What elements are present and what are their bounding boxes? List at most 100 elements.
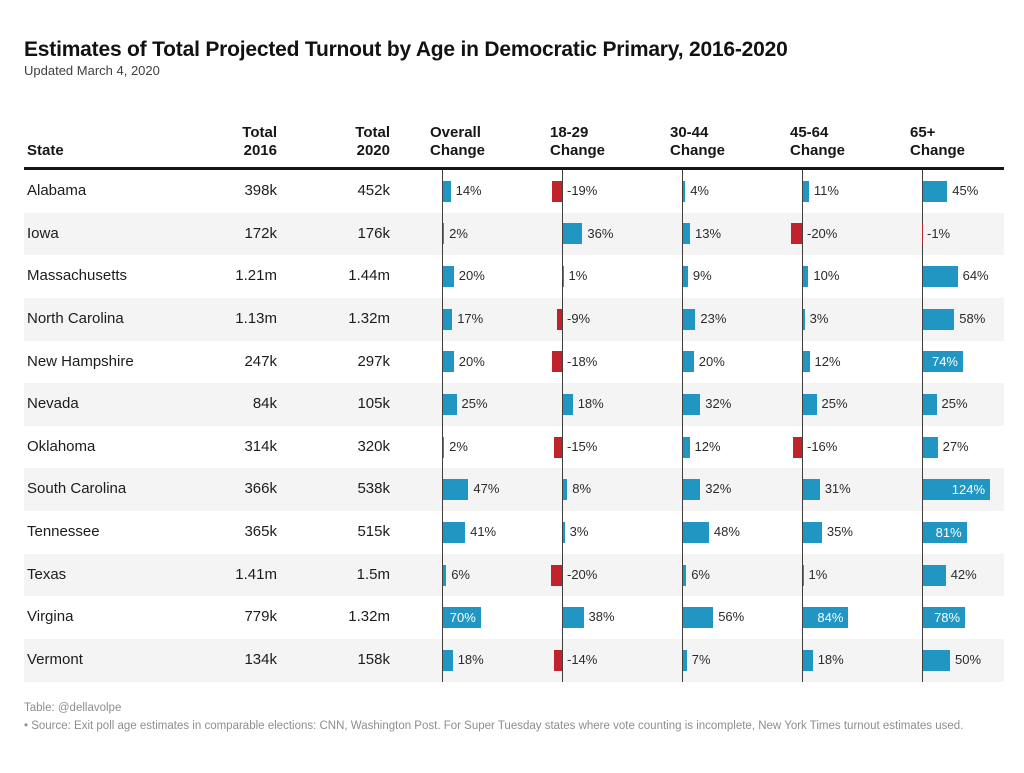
change-bar: [563, 394, 573, 415]
age-30-44-change-cell: 32%: [670, 383, 790, 426]
change-value-label: 25%: [461, 396, 488, 412]
change-bar: [803, 180, 809, 202]
change-bar: [443, 436, 445, 458]
column-header-line: 45-64: [790, 124, 829, 141]
page-title: Estimates of Total Projected Turnout by …: [24, 38, 788, 62]
state-cell: Massachusetts: [27, 267, 128, 285]
change-value-label: 3%: [809, 310, 829, 326]
change-bar: [443, 479, 469, 501]
zero-axis-line: [682, 212, 683, 256]
change-value-label: 2%: [449, 438, 468, 454]
age-65-plus-change-cell: 81%: [910, 511, 1004, 554]
change-bar: [683, 521, 709, 543]
zero-axis-line: [922, 596, 923, 640]
age-45-64-change-cell: -20%: [790, 212, 910, 256]
change-bar: [803, 521, 822, 543]
change-bar: 78%: [923, 607, 966, 629]
change-value-label: 25%: [821, 396, 848, 412]
total-2016-cell: 366k: [244, 480, 277, 498]
zero-axis-line: [682, 553, 683, 597]
total-2020-cell: 105k: [357, 395, 390, 413]
zero-axis-line: [682, 639, 683, 682]
age-18-29-change-cell: -14%: [550, 639, 670, 682]
change-value-label: 3%: [569, 524, 589, 540]
age-65-plus-change-cell: 58%: [910, 297, 1004, 341]
zero-axis-line: [442, 297, 443, 341]
total-2020-cell: 515k: [357, 523, 390, 541]
column-header-age_45_64: 45-64 Change: [790, 112, 910, 167]
age-45-64-change-cell: 84%: [790, 596, 910, 640]
column-header-line: Change: [790, 142, 846, 159]
zero-axis-line: [802, 425, 803, 469]
column-header-line: 2020: [356, 142, 390, 159]
age-18-29-change-cell: 3%: [550, 511, 670, 554]
zero-axis-line: [442, 511, 443, 554]
total-2016-cell: 84k: [252, 395, 277, 413]
change-bar: [443, 351, 454, 373]
change-value-label: 47%: [473, 481, 500, 497]
change-value-label: 4%: [690, 183, 709, 198]
change-value-label: 20%: [458, 268, 485, 284]
change-bar: [683, 223, 690, 245]
total-2016-cell: 134k: [244, 651, 277, 669]
change-value-label: 42%: [950, 566, 977, 582]
zero-axis-line: [802, 639, 803, 682]
table-row-virgina: Virgina 779k 1.32m 70% 38% 56% 84% 78%: [24, 596, 1004, 640]
age-65-plus-change-cell: -1%: [910, 212, 1004, 256]
change-value-label: 27%: [942, 438, 969, 454]
zero-axis-line: [922, 212, 923, 256]
total-2016-cell: 172k: [244, 224, 277, 242]
change-bar: [923, 266, 958, 288]
table-row-south-carolina: South Carolina 366k 538k 47% 8% 32% 31% 124%: [24, 468, 1004, 512]
change-bar: [554, 649, 562, 671]
change-bar: [443, 521, 466, 543]
change-bar: [923, 394, 937, 415]
zero-axis-line: [922, 468, 923, 512]
zero-axis-line: [442, 468, 443, 512]
change-value-label: -1%: [927, 225, 951, 241]
change-value-label: 48%: [713, 524, 740, 540]
age-45-64-change-cell: 11%: [790, 170, 910, 213]
table-row-alabama: Alabama 398k 452k 14% -19% 4% 11% 45%: [24, 170, 1004, 213]
change-bar: [551, 180, 562, 202]
age-65-plus-change-cell: 25%: [910, 383, 1004, 426]
age-65-plus-change-cell: 64%: [910, 255, 1004, 298]
column-header-age_18_29: 18-29 Change: [550, 112, 670, 167]
state-cell: Texas: [27, 565, 67, 583]
change-value-label: -20%: [807, 225, 838, 241]
zero-axis-line: [802, 212, 803, 256]
age-30-44-change-cell: 6%: [670, 553, 790, 597]
change-bar: [683, 180, 686, 202]
change-bar: [443, 394, 457, 415]
total-2020-cell: 1.44m: [348, 267, 390, 285]
change-value-label: 58%: [959, 310, 986, 326]
overall-change-cell: 2%: [430, 212, 550, 256]
change-bar: [791, 223, 802, 245]
zero-axis-line: [802, 596, 803, 640]
zero-axis-line: [922, 340, 923, 384]
overall-change-cell: 70%: [430, 596, 550, 640]
change-bar: [803, 266, 809, 288]
change-value-label: 20%: [698, 353, 725, 369]
state-cell: Vermont: [27, 651, 83, 669]
table-footer: Table: @dellavolpe • Source: Exit poll a…: [24, 700, 1002, 735]
change-bar: [563, 479, 568, 501]
change-value-label: 56%: [718, 609, 745, 625]
footer-source: • Source: Exit poll age estimates in com…: [24, 719, 964, 732]
column-header-line: Total: [242, 124, 277, 141]
total-2020-cell: 452k: [357, 182, 390, 199]
table-row-nevada: Nevada 84k 105k 25% 18% 32% 25% 25%: [24, 383, 1004, 426]
zero-axis-line: [442, 596, 443, 640]
change-value-label: 32%: [705, 396, 732, 412]
age-65-plus-change-cell: 74%: [910, 340, 1004, 384]
change-bar: [563, 607, 584, 629]
change-bar: [803, 649, 813, 671]
total-2016-cell: 1.21m: [235, 267, 277, 285]
change-value-label: 50%: [955, 652, 982, 668]
state-cell: North Carolina: [27, 309, 124, 327]
table-header-row: State Total 2016 Total 2020 Overall Change 18-2…: [24, 112, 1004, 170]
age-18-29-change-cell: -19%: [550, 170, 670, 213]
zero-axis-line: [562, 511, 563, 554]
total-2016-cell: 314k: [244, 437, 277, 455]
column-header-line: 2016: [243, 142, 277, 159]
